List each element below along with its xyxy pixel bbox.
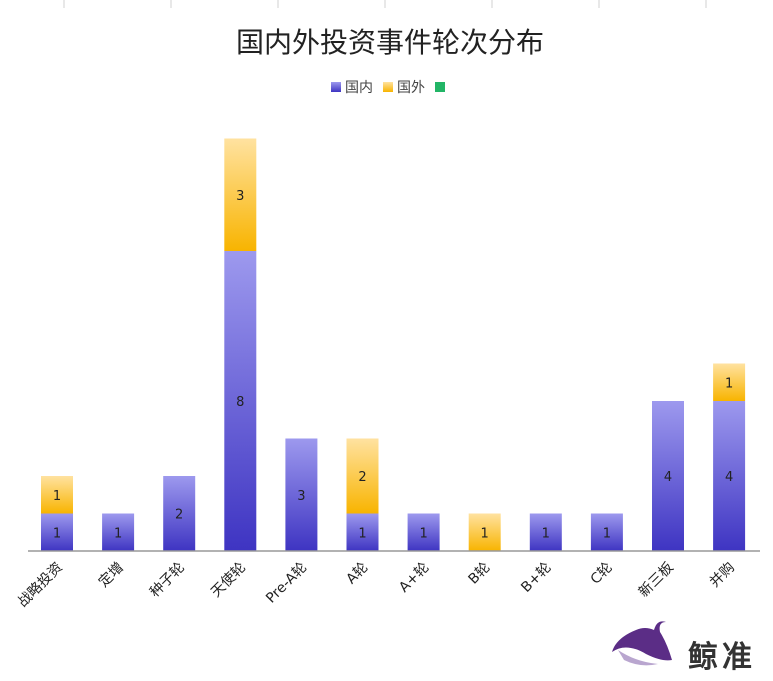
bar-segment-domestic-6 (407, 513, 440, 551)
bar-segment-domestic-3 (224, 251, 257, 551)
data-label: 2 (358, 470, 366, 485)
bars-layer (41, 138, 746, 551)
bar-segment-domestic-0 (41, 513, 73, 551)
bar-segment-domestic-2 (163, 476, 196, 551)
data-label: 1 (358, 526, 366, 541)
x-tick-label: B+轮 (518, 560, 554, 596)
legend-label-foreign: 国外 (397, 80, 425, 96)
bar-segment-domestic-10 (652, 401, 684, 551)
bar-segment-domestic-5 (346, 513, 379, 551)
data-label: 1 (419, 526, 427, 541)
bar-labels-layer: 1 1 1 2 8 3 3 1 2 1 1 1 1 4 4 1 (53, 189, 733, 541)
whale-logo-icon (612, 621, 672, 666)
legend-swatch-foreign (383, 82, 393, 92)
x-tick-label: 天使轮 (207, 559, 249, 601)
legend-label-domestic: 国内 (345, 80, 373, 96)
bar-segment-foreign-11 (713, 363, 746, 401)
x-tick-label: 战略投资 (15, 560, 66, 611)
chart-title: 国内外投资事件轮次分布 (236, 26, 544, 59)
x-tick-label: C轮 (588, 560, 616, 588)
data-label: 1 (53, 489, 61, 504)
data-label: 3 (236, 189, 244, 204)
data-label: 1 (53, 526, 61, 541)
bar-segment-foreign-0 (41, 476, 73, 514)
x-tick-label: 定增 (96, 560, 127, 591)
brand-watermark: 鲸准 (612, 621, 756, 675)
legend: 国内 国外 (331, 80, 445, 96)
x-tick-label: 并购 (707, 560, 738, 591)
bar-segment-domestic-8 (529, 513, 562, 551)
bar-segment-foreign-5 (346, 438, 379, 514)
data-label: 1 (114, 526, 122, 541)
bar-segment-domestic-4 (285, 438, 318, 551)
data-label: 3 (297, 489, 305, 504)
data-label: 2 (175, 508, 183, 523)
data-label: 8 (236, 395, 244, 410)
x-tick-label: 新三板 (636, 560, 677, 601)
x-tick-label: A轮 (343, 560, 371, 588)
data-label: 4 (664, 470, 672, 485)
top-border-ticks (63, 0, 707, 8)
data-label: 1 (542, 526, 550, 541)
x-tick-label: 种子轮 (147, 560, 188, 601)
data-label: 1 (481, 526, 489, 541)
legend-swatch-third (435, 82, 445, 92)
bar-segment-domestic-1 (102, 513, 135, 551)
bar-segment-foreign-3 (224, 138, 257, 251)
x-tick-label: A+轮 (396, 560, 432, 596)
brand-name: 鲸准 (688, 640, 756, 675)
data-label: 4 (725, 470, 733, 485)
x-tick-label: B轮 (466, 560, 494, 588)
x-tick-label: Pre-A轮 (263, 560, 310, 607)
data-label: 1 (603, 526, 611, 541)
bar-segment-foreign-7 (468, 513, 501, 551)
x-tick-labels: 战略投资 定增 种子轮 天使轮 Pre-A轮 A轮 A+轮 B轮 B+轮 C轮 新三板 并购 (15, 559, 738, 611)
data-label: 1 (725, 376, 733, 391)
bar-segment-domestic-11 (713, 401, 746, 551)
legend-swatch-domestic (331, 82, 341, 92)
bar-segment-domestic-9 (590, 513, 623, 551)
